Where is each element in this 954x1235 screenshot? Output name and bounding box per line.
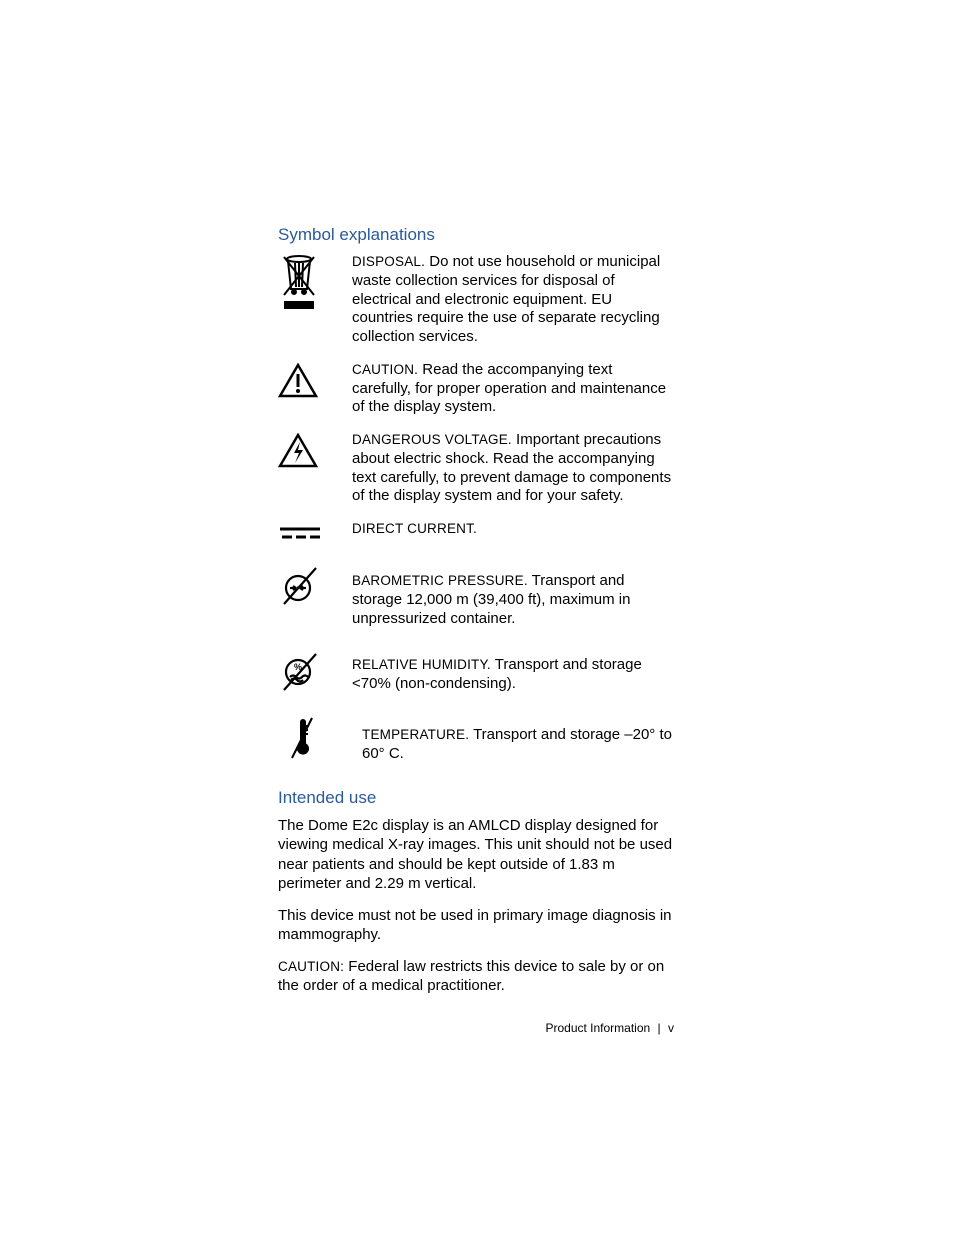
humidity-text: RELATIVE HUMIDITY. Transport and storage…	[352, 648, 674, 694]
symbol-row-dc: DIRECT CURRENT.	[278, 520, 674, 540]
footer-separator: |	[658, 1021, 661, 1035]
intended-use-section: Intended use The Dome E2c display is an …	[278, 788, 674, 996]
dc-text: DIRECT CURRENT.	[352, 520, 674, 539]
symbol-row-barometric: BAROMETRIC PRESSURE. Transport and stora…	[278, 562, 674, 628]
barometric-icon	[278, 562, 352, 608]
voltage-triangle-icon	[278, 431, 352, 469]
symbol-row-temperature: TEMPERATURE. Transport and storage –20° …	[278, 714, 674, 764]
intended-use-heading: Intended use	[278, 788, 674, 808]
temperature-text: TEMPERATURE. Transport and storage –20° …	[362, 714, 674, 764]
caution-triangle-icon	[278, 361, 352, 399]
barometric-text: BAROMETRIC PRESSURE. Transport and stora…	[352, 562, 674, 628]
symbol-row-humidity: % RELATIVE HUMIDITY. Transport and stora…	[278, 648, 674, 694]
symbol-row-caution: CAUTION. Read the accompanying text care…	[278, 361, 674, 417]
symbol-explanations-heading: Symbol explanations	[278, 225, 674, 245]
direct-current-icon	[278, 520, 352, 540]
footer-page-number: v	[668, 1021, 674, 1035]
weee-bin-icon	[278, 253, 352, 311]
intended-para-2: This device must not be used in primary …	[278, 906, 674, 945]
caution-text: CAUTION. Read the accompanying text care…	[352, 361, 674, 417]
symbol-row-disposal: DISPOSAL. Do not use household or munici…	[278, 253, 674, 347]
footer-section: Product Information	[545, 1021, 650, 1035]
svg-text:%: %	[294, 662, 302, 672]
disposal-text: DISPOSAL. Do not use household or munici…	[352, 253, 674, 347]
voltage-text: DANGEROUS VOLTAGE. Important precautions…	[352, 431, 674, 506]
intended-para-1: The Dome E2c display is an AMLCD display…	[278, 816, 674, 894]
temperature-icon	[278, 714, 362, 762]
intended-caution: CAUTION: Federal law restricts this devi…	[278, 957, 674, 996]
symbol-row-voltage: DANGEROUS VOLTAGE. Important precautions…	[278, 431, 674, 506]
page-footer: Product Information | v	[545, 1021, 674, 1035]
document-page: Symbol explanations	[0, 0, 954, 1235]
humidity-icon: %	[278, 648, 352, 694]
